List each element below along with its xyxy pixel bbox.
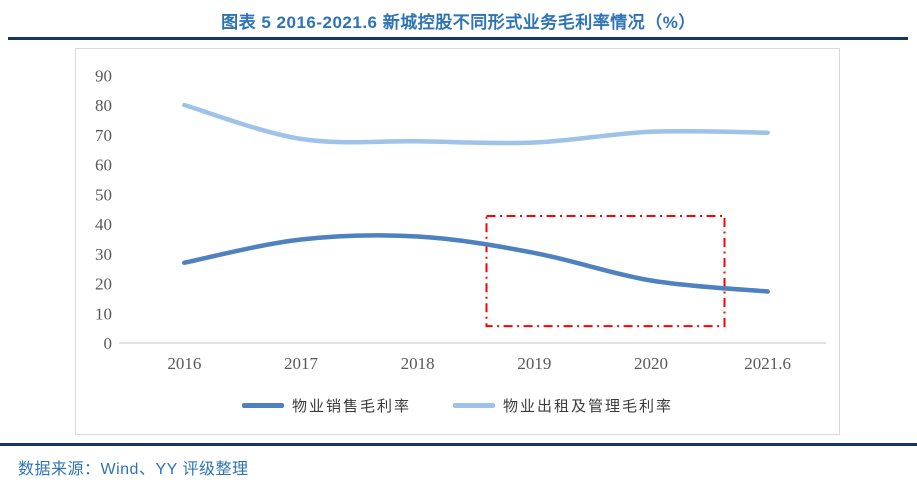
- legend-label: 物业出租及管理毛利率: [503, 399, 674, 415]
- chart-legend: 物业销售毛利率 物业出租及管理毛利率: [76, 395, 839, 416]
- x-tick-label: 2016: [167, 354, 201, 373]
- x-tick-label: 2017: [284, 354, 319, 373]
- y-tick-label: 0: [104, 334, 113, 353]
- y-tick-label: 80: [95, 96, 112, 115]
- legend-label: 物业销售毛利率: [291, 399, 411, 415]
- legend-swatch-light-blue: [453, 403, 495, 408]
- x-tick-label: 2021.6: [744, 354, 791, 373]
- page-title: 图表 5 2016-2021.6 新城控股不同形式业务毛利率情况（%）: [221, 13, 696, 32]
- x-tick-label: 2020: [634, 354, 668, 373]
- line-chart-plot: 0 10 20 30 40 50 60 70 80 90 2016 2017 2018 2019 2020 2…: [95, 66, 826, 373]
- y-tick-label: 30: [95, 245, 112, 264]
- x-tick-label: 2019: [517, 354, 551, 373]
- x-tick-label: 2018: [401, 354, 435, 373]
- y-tick-label: 40: [95, 215, 112, 234]
- series-line-1: [182, 102, 770, 146]
- legend-swatch-dark-blue: [241, 403, 284, 408]
- legend-item-property-sales: 物业销售毛利率: [241, 395, 411, 416]
- y-tick-label: 90: [95, 66, 112, 85]
- highlight-box: [485, 215, 726, 328]
- series-line-0: [182, 233, 770, 294]
- y-tick-label: 20: [95, 275, 112, 294]
- y-tick-label: 60: [95, 156, 112, 175]
- chart-container: 0 10 20 30 40 50 60 70 80 90 2016 2017 2018 2019 2020 2…: [75, 48, 840, 435]
- data-source-note: 数据来源：Wind、YY 评级整理: [18, 461, 249, 478]
- footer-divider: [0, 443, 917, 446]
- y-tick-label: 10: [95, 304, 112, 323]
- header-divider: [8, 37, 908, 40]
- y-tick-label: 50: [95, 185, 112, 204]
- legend-item-property-rental: 物业出租及管理毛利率: [453, 395, 673, 416]
- y-tick-label: 70: [95, 126, 112, 145]
